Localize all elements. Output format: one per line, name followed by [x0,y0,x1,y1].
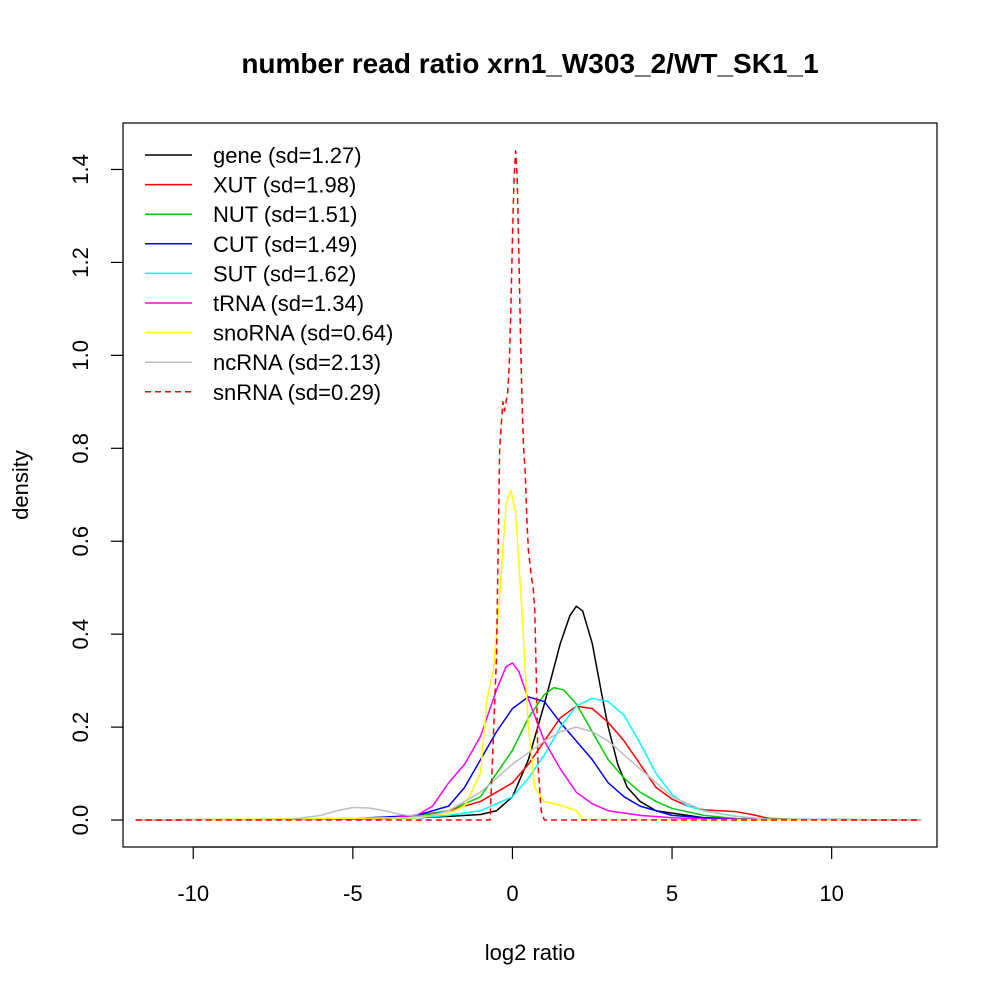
y-tick-label: 0.0 [68,805,93,836]
legend-item: gene (sd=1.27) [145,143,362,168]
y-tick-label: 1.0 [68,340,93,371]
legend-item: SUT (sd=1.62) [145,261,356,286]
legend-item: NUT (sd=1.51) [145,202,357,227]
legend-label: SUT (sd=1.62) [213,261,356,286]
series-line-8 [135,150,922,821]
y-tick-label: 1.2 [68,247,93,278]
series-line-6 [135,489,922,821]
series-line-7 [135,726,922,821]
series-layer [135,150,922,821]
y-tick-label: 0.2 [68,712,93,743]
legend-label: XUT (sd=1.98) [213,173,356,198]
y-tick-label: 0.6 [68,526,93,557]
legend-item: XUT (sd=1.98) [145,173,356,198]
y-tick-label: 1.4 [68,154,93,185]
legend: gene (sd=1.27) XUT (sd=1.98) NUT (sd=1.51)… [145,143,393,405]
x-tick-label: 10 [819,881,843,906]
x-tick-label: 0 [506,881,518,906]
chart-title: number read ratio xrn1_W303_2/WT_SK1_1 [241,48,818,79]
legend-label: ncRNA (sd=2.13) [213,350,381,375]
legend-label: NUT (sd=1.51) [213,202,357,227]
legend-label: snoRNA (sd=0.64) [213,321,393,346]
y-axis: 0.0 0.2 0.4 0.6 0.8 1.0 1.2 1.4 [68,154,124,836]
legend-item: ncRNA (sd=2.13) [145,350,381,375]
legend-label: tRNA (sd=1.34) [213,291,364,316]
x-axis: -10 -5 0 5 10 [177,846,844,906]
y-tick-label: 0.4 [68,619,93,650]
legend-item: snoRNA (sd=0.64) [145,321,393,346]
series-line-5 [135,662,922,821]
series-line-3 [135,696,922,821]
y-axis-label: density [8,450,33,520]
legend-label: gene (sd=1.27) [213,143,362,168]
x-axis-label: log2 ratio [485,940,576,965]
x-tick-label: -10 [177,881,209,906]
legend-label: snRNA (sd=0.29) [213,380,381,405]
legend-item: tRNA (sd=1.34) [145,291,364,316]
y-tick-label: 0.8 [68,433,93,464]
x-tick-label: 5 [666,881,678,906]
legend-label: CUT (sd=1.49) [213,232,357,257]
legend-item: snRNA (sd=0.29) [145,380,381,405]
x-tick-label: -5 [343,881,363,906]
legend-item: CUT (sd=1.49) [145,232,357,257]
